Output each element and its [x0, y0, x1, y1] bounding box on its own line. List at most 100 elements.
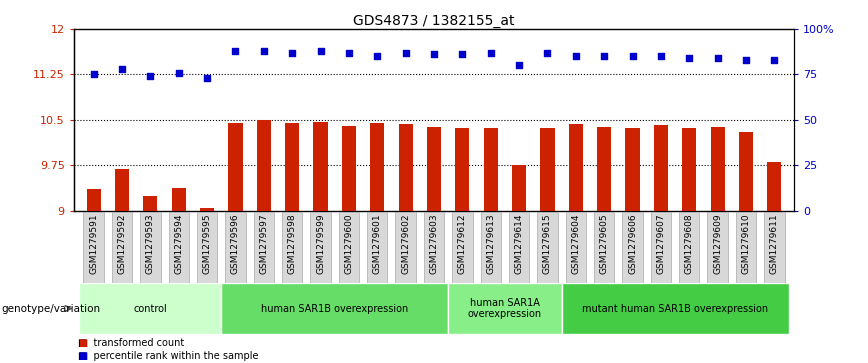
Point — [286, 50, 299, 56]
FancyBboxPatch shape — [282, 212, 302, 290]
FancyBboxPatch shape — [764, 212, 785, 290]
Text: GSM1279597: GSM1279597 — [260, 214, 268, 274]
Point — [313, 48, 327, 54]
Bar — [285, 123, 299, 211]
Text: GSM1279613: GSM1279613 — [486, 214, 496, 274]
Text: GSM1279602: GSM1279602 — [401, 214, 411, 274]
Text: ■: ■ — [78, 338, 88, 348]
Bar — [398, 124, 412, 211]
Text: GSM1279603: GSM1279603 — [430, 214, 438, 274]
Point — [228, 48, 242, 54]
Bar — [370, 123, 385, 211]
Text: GSM1279608: GSM1279608 — [685, 214, 694, 274]
Bar — [115, 170, 129, 211]
FancyBboxPatch shape — [339, 212, 359, 290]
FancyBboxPatch shape — [197, 212, 217, 290]
FancyBboxPatch shape — [651, 212, 671, 290]
Text: GSM1279611: GSM1279611 — [770, 214, 779, 274]
Text: GSM1279610: GSM1279610 — [741, 214, 751, 274]
FancyBboxPatch shape — [566, 212, 586, 290]
FancyBboxPatch shape — [83, 212, 104, 290]
Bar — [342, 126, 356, 211]
Text: GSM1279605: GSM1279605 — [600, 214, 608, 274]
FancyBboxPatch shape — [562, 283, 788, 334]
Bar — [541, 128, 555, 211]
Bar — [626, 128, 640, 211]
Text: GSM1279592: GSM1279592 — [117, 214, 127, 274]
Text: GSM1279600: GSM1279600 — [345, 214, 353, 274]
FancyBboxPatch shape — [452, 212, 472, 290]
Text: GSM1279606: GSM1279606 — [628, 214, 637, 274]
Bar — [483, 128, 498, 211]
Bar — [569, 124, 583, 211]
Text: human SAR1B overexpression: human SAR1B overexpression — [261, 303, 408, 314]
Point — [711, 55, 725, 61]
Point — [172, 70, 186, 76]
Text: GSM1279595: GSM1279595 — [202, 214, 212, 274]
FancyBboxPatch shape — [140, 212, 161, 290]
FancyBboxPatch shape — [537, 212, 557, 290]
Point — [569, 53, 582, 59]
Point — [257, 48, 271, 54]
Point — [682, 55, 696, 61]
Text: ■  transformed count: ■ transformed count — [78, 338, 184, 348]
Text: ■  percentile rank within the sample: ■ percentile rank within the sample — [78, 351, 259, 361]
Bar — [456, 128, 470, 211]
Point — [398, 50, 412, 56]
FancyBboxPatch shape — [424, 212, 444, 290]
FancyBboxPatch shape — [679, 212, 700, 290]
Bar — [739, 132, 753, 211]
FancyBboxPatch shape — [736, 212, 756, 290]
Text: genotype/variation: genotype/variation — [2, 303, 101, 314]
Text: mutant human SAR1B overexpression: mutant human SAR1B overexpression — [582, 303, 768, 314]
Text: GSM1279615: GSM1279615 — [543, 214, 552, 274]
Bar — [172, 188, 186, 211]
Text: GSM1279614: GSM1279614 — [515, 214, 523, 274]
Point — [201, 75, 214, 81]
FancyBboxPatch shape — [707, 212, 728, 290]
Point — [427, 52, 441, 57]
Text: GSM1279598: GSM1279598 — [287, 214, 297, 274]
FancyBboxPatch shape — [594, 212, 615, 290]
Point — [739, 57, 753, 63]
FancyBboxPatch shape — [367, 212, 387, 290]
Text: GSM1279612: GSM1279612 — [457, 214, 467, 274]
FancyBboxPatch shape — [112, 212, 132, 290]
Text: GSM1279609: GSM1279609 — [713, 214, 722, 274]
Title: GDS4873 / 1382155_at: GDS4873 / 1382155_at — [353, 14, 515, 28]
FancyBboxPatch shape — [253, 212, 274, 290]
FancyBboxPatch shape — [80, 283, 221, 334]
FancyBboxPatch shape — [225, 212, 246, 290]
Point — [597, 53, 611, 59]
FancyBboxPatch shape — [311, 212, 331, 290]
Text: GSM1279594: GSM1279594 — [174, 214, 183, 274]
Text: GSM1279604: GSM1279604 — [571, 214, 581, 274]
Point — [512, 62, 526, 68]
FancyBboxPatch shape — [509, 212, 529, 290]
Bar — [427, 127, 441, 211]
Point — [483, 50, 497, 56]
Bar — [257, 120, 271, 211]
Bar — [228, 123, 242, 211]
Bar — [143, 196, 157, 211]
Text: GSM1279596: GSM1279596 — [231, 214, 240, 274]
Point — [626, 53, 640, 59]
Text: GSM1279593: GSM1279593 — [146, 214, 155, 274]
Bar — [711, 127, 725, 211]
Bar — [313, 122, 327, 211]
Point — [143, 73, 157, 79]
Point — [87, 72, 101, 77]
FancyBboxPatch shape — [448, 283, 562, 334]
Bar — [767, 162, 781, 211]
Bar — [654, 125, 668, 211]
FancyBboxPatch shape — [168, 212, 189, 290]
Point — [654, 53, 667, 59]
FancyBboxPatch shape — [221, 283, 448, 334]
Point — [541, 50, 555, 56]
Point — [767, 57, 781, 63]
Text: GSM1279607: GSM1279607 — [656, 214, 666, 274]
Bar — [87, 189, 101, 211]
Bar — [682, 128, 696, 211]
Text: control: control — [134, 303, 168, 314]
Point — [342, 50, 356, 56]
